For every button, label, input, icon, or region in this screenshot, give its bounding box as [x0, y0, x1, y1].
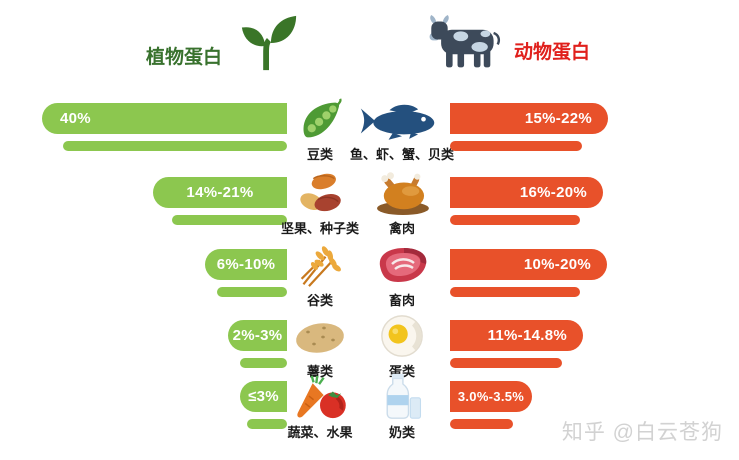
plant-food-label: 蔬菜、水果: [287, 425, 353, 440]
animal-bar-underline: [450, 215, 580, 225]
chart-row: 2%-3% 薯类: [0, 315, 739, 392]
plant-food-cell: 坚果、种子类: [268, 169, 372, 237]
animal-bar-value: 3.0%-3.5%: [457, 389, 525, 404]
plant-bar-underline: [240, 358, 287, 368]
milk-icon: [380, 373, 424, 420]
animal-protein-title: 动物蛋白: [514, 42, 591, 63]
sprout-icon: [236, 12, 302, 79]
chart-row: ≤3% 蔬菜、水果: [0, 373, 739, 453]
animal-bar: 11%-14.8%: [450, 320, 583, 351]
animal-bar-underline: [450, 419, 513, 429]
animal-bar-value: 16%-20%: [519, 184, 587, 201]
plant-bar: 2%-3%: [228, 320, 287, 351]
plant-bar-underline: [63, 141, 287, 151]
plant-food-cell: 蔬菜、水果: [268, 373, 372, 441]
chart-row: 6%-10% 谷类: [0, 246, 739, 321]
animal-food-cell: 奶类: [350, 373, 454, 441]
plant-bar-underline: [217, 287, 287, 297]
animal-bar-value: 11%-14.8%: [487, 327, 567, 344]
animal-food-cell: 蛋类: [350, 312, 454, 380]
plant-bar: 40%: [42, 103, 287, 134]
cow-icon: [428, 12, 510, 77]
plant-food-label: 豆类: [306, 147, 333, 162]
plant-food-cell: 豆类: [268, 95, 372, 163]
animal-bar: 16%-20%: [450, 177, 603, 208]
animal-food-label: 禽肉: [388, 221, 415, 236]
plant-bar: ≤3%: [240, 381, 287, 412]
plant-food-cell: 薯类: [268, 312, 372, 380]
animal-bar: 3.0%-3.5%: [450, 381, 532, 412]
poultry-icon: [373, 169, 431, 216]
plant-food-cell: 谷类: [268, 241, 372, 309]
animal-bar-underline: [450, 287, 580, 297]
animal-food-cell: 畜肉: [350, 241, 454, 309]
plant-bar-value: ≤3%: [248, 388, 279, 405]
plant-bar-value: 6%-10%: [216, 256, 276, 273]
animal-bar-underline: [450, 141, 582, 151]
egg-icon: [379, 312, 425, 359]
plant-food-label: 薯类: [306, 364, 333, 379]
fish-icon: [359, 95, 445, 142]
plant-bar-underline: [247, 419, 287, 429]
wheat-icon: [295, 241, 345, 288]
plant-bar-value: 2%-3%: [232, 327, 283, 344]
animal-bar-underline: [450, 358, 562, 368]
animal-food-label: 鱼、虾、蟹、贝类: [350, 147, 455, 162]
animal-bar: 10%-20%: [450, 249, 607, 280]
potato-icon: [294, 312, 346, 359]
plant-food-label: 坚果、种子类: [280, 221, 359, 236]
animal-bar-value: 15%-22%: [524, 110, 592, 127]
watermark: 知乎 @白云苍狗: [561, 421, 723, 444]
plant-food-label: 谷类: [306, 293, 333, 308]
chart-row: 14%-21% 坚果、种子类: [0, 172, 739, 249]
plant-bar: 14%-21%: [153, 177, 287, 208]
plant-bar-value: 14%-21%: [186, 184, 254, 201]
pea-pod-icon: [297, 95, 343, 142]
chart-row: 40% 豆类: [0, 98, 739, 175]
meat-icon: [373, 241, 431, 288]
plant-bar: 6%-10%: [205, 249, 287, 280]
plant-protein-title: 植物蛋白: [146, 47, 223, 68]
nuts-seeds-icon: [294, 169, 346, 216]
animal-food-cell: 鱼、虾、蟹、贝类: [350, 95, 454, 163]
animal-food-cell: 禽肉: [350, 169, 454, 237]
carrot-tomato-icon: [290, 373, 350, 420]
animal-bar-value: 10%-20%: [523, 256, 591, 273]
animal-food-label: 畜肉: [388, 293, 415, 308]
plant-bar-underline: [172, 215, 287, 225]
animal-food-label: 奶类: [388, 425, 415, 440]
animal-bar: 15%-22%: [450, 103, 608, 134]
plant-bar-value: 40%: [60, 110, 91, 127]
